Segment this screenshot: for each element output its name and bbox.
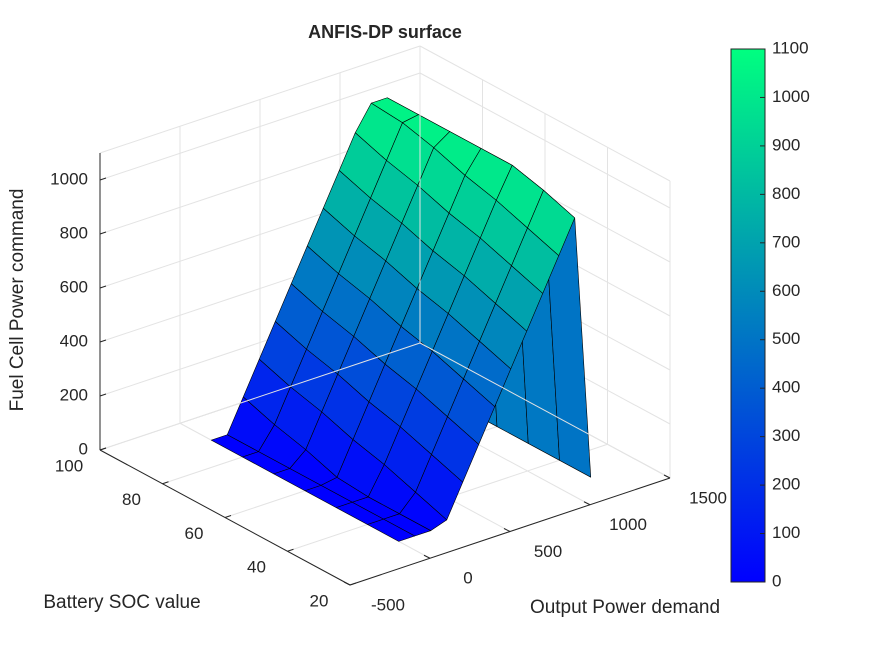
- surface-face: [367, 518, 416, 542]
- y-tick: [349, 582, 357, 586]
- z-tick: [99, 339, 107, 343]
- y-tick-label: 100: [55, 456, 83, 475]
- z-tick-label: 800: [60, 223, 88, 242]
- x-tick: [343, 581, 351, 586]
- grid-line: [99, 72, 421, 181]
- axes: 0 200 400 600 800 1000 20 40 60 80 100 -500 0 500 1000…: [50, 45, 727, 614]
- y-tick-label: 40: [247, 558, 266, 577]
- x-tick-label: -500: [371, 595, 405, 614]
- colorbar-tick-label: 600: [772, 281, 800, 300]
- colorbar-tick-label: 900: [772, 135, 800, 154]
- x-tick-label: 1500: [689, 488, 727, 507]
- y-tick: [162, 481, 169, 485]
- colorbar-tick-label: 800: [772, 184, 800, 203]
- y-axis-label: Battery SOC value: [43, 592, 200, 613]
- x-tick: [423, 554, 431, 559]
- z-tick-label: 1000: [50, 169, 88, 188]
- x-tick-label: 0: [463, 569, 472, 588]
- colorbar-tick-label: 200: [772, 475, 800, 494]
- y-tick-label: 60: [185, 524, 204, 543]
- z-tick: [99, 231, 107, 235]
- x-tick-label: 1000: [609, 515, 647, 534]
- colorbar-tick-label: 1100: [772, 38, 809, 57]
- z-tick-label: 200: [60, 385, 88, 404]
- colorbar-tick-label: 1000: [772, 87, 810, 106]
- z-tick: [99, 177, 107, 181]
- box-edge: [99, 45, 421, 154]
- chart-title: ANFIS-DP surface: [308, 22, 462, 42]
- z-tick-label: 400: [60, 331, 88, 350]
- x-axis-label: Output Power demand: [530, 597, 720, 618]
- colorbar-tick-label: 100: [772, 523, 800, 542]
- box-edge: [99, 342, 421, 451]
- colorbar: [730, 48, 766, 583]
- x-tick: [663, 474, 671, 479]
- x-tick: [503, 528, 511, 532]
- x-tick-label: 500: [534, 542, 562, 561]
- y-tick: [287, 548, 294, 552]
- z-tick-label: 0: [79, 439, 88, 458]
- grid-line: [419, 72, 671, 209]
- surface: [210, 97, 592, 542]
- y-tick-label: 20: [310, 591, 329, 610]
- box-edge: [419, 45, 671, 182]
- y-tick: [99, 447, 107, 451]
- y-tick: [224, 515, 232, 518]
- colorbar-tick-label: 0: [772, 571, 781, 590]
- z-tick: [99, 285, 107, 289]
- box-edge: [419, 342, 671, 479]
- colorbar-tick-label: 500: [772, 329, 800, 348]
- x-tick: [583, 501, 591, 506]
- colorbar-tick-label: 300: [772, 426, 800, 445]
- z-tick-label: 600: [60, 277, 88, 296]
- colorbar-tick-label: 400: [772, 378, 800, 397]
- z-axis-label: Fuel Cell Power command: [7, 189, 28, 412]
- y-tick-label: 80: [122, 490, 141, 509]
- colorbar-tick-label: 700: [772, 232, 800, 251]
- z-tick: [99, 393, 107, 397]
